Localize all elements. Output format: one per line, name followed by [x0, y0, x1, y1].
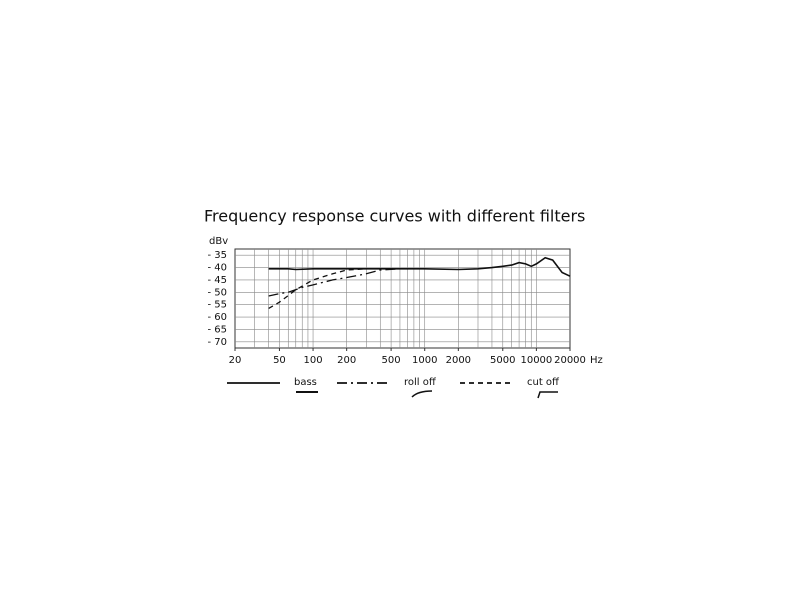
rolloff-icon — [411, 390, 433, 398]
y-axis-label: dBv — [209, 236, 228, 247]
x-tick-label: 20 — [229, 355, 242, 366]
x-tick-label: 20000 — [554, 355, 586, 366]
plot-frame — [234, 248, 571, 349]
chart-title: Frequency response curves with different… — [204, 207, 585, 226]
x-tick-label: 500 — [382, 355, 401, 366]
y-tick-label: - 35 — [207, 250, 227, 261]
y-tick-label: - 65 — [207, 324, 227, 335]
y-tick-label: - 70 — [207, 337, 227, 348]
x-tick-label: 10000 — [520, 355, 552, 366]
cutoff-icon — [537, 391, 558, 399]
y-tick-label: - 45 — [207, 275, 227, 286]
x-tick-label: 5000 — [490, 355, 515, 366]
x-tick-label: 50 — [273, 355, 286, 366]
x-tick-label: 100 — [304, 355, 323, 366]
x-tick-label: 200 — [337, 355, 356, 366]
legend-label: cut off — [527, 377, 560, 388]
series-line — [268, 268, 400, 297]
y-tick-label: - 50 — [207, 287, 227, 298]
y-tick-label: - 40 — [207, 263, 227, 274]
y-tick-label: - 60 — [207, 312, 227, 323]
x-tick-label: 2000 — [446, 355, 471, 366]
legend-label: bass — [294, 377, 317, 388]
series-line — [268, 256, 571, 277]
legend-label: roll off — [404, 377, 437, 388]
series-line — [268, 268, 392, 309]
y-tick-label: - 55 — [207, 300, 227, 311]
x-tick-label: 1000 — [412, 355, 437, 366]
x-axis-unit: Hz — [590, 355, 603, 366]
